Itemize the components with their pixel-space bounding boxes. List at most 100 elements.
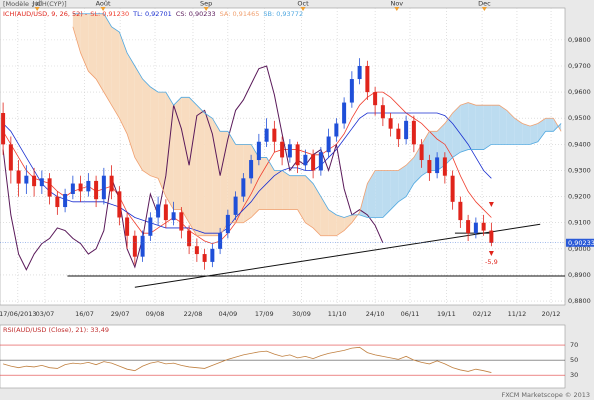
cloud — [212, 118, 221, 236]
cloud — [88, 13, 97, 80]
footer: FXCM Marketscope © 2013 — [501, 391, 590, 399]
candle-body — [16, 170, 21, 184]
candle-body — [32, 175, 37, 187]
candle-body — [427, 160, 432, 174]
cloud — [196, 105, 205, 236]
month-label: Août — [96, 0, 111, 8]
candle-body — [450, 175, 455, 202]
candle-body — [249, 160, 254, 179]
candle-body — [132, 235, 137, 257]
indicator-line — [2, 112, 492, 234]
cloud — [142, 79, 151, 176]
candle-body — [24, 175, 29, 184]
month-label: Juil — [31, 0, 42, 8]
candle-body — [280, 141, 285, 158]
candle-body — [272, 128, 277, 142]
last-price-tag — [566, 238, 594, 247]
x-tick-label: 16/07 — [75, 310, 94, 318]
candle-body — [218, 233, 223, 249]
cloud — [111, 26, 120, 119]
x-tick-label: 20/12 — [542, 310, 561, 318]
month-tick — [34, 7, 40, 11]
candle-body — [342, 102, 347, 124]
cloud — [328, 209, 337, 236]
candle-body — [187, 230, 192, 247]
cloud — [189, 97, 197, 236]
cloud — [119, 32, 128, 134]
cloud — [297, 175, 306, 223]
x-tick-label: 29/07 — [111, 310, 130, 318]
legend-entry: TL: 0,92701 — [132, 10, 172, 18]
candle-body — [334, 123, 339, 137]
x-tick-label: 04/09 — [218, 310, 237, 318]
candle-body — [396, 128, 401, 140]
cloud — [522, 123, 531, 145]
candle-body — [404, 120, 409, 140]
trend-line — [134, 223, 541, 288]
cloud — [390, 170, 399, 210]
candle-body — [63, 193, 68, 208]
plot — [0, 8, 565, 305]
cloud — [165, 92, 174, 210]
x-tick-label: 02/12 — [473, 310, 492, 318]
cloud — [537, 118, 546, 142]
candle-body — [435, 157, 440, 174]
candle-body — [109, 175, 114, 192]
cloud — [204, 113, 213, 236]
rsi-line — [2, 346, 492, 373]
legend-entry: SL: 0,91230 — [90, 10, 129, 18]
candle-body — [233, 196, 238, 215]
legend-entry: SB: 0,93772 — [263, 10, 303, 18]
cloud — [266, 157, 275, 210]
candle-body — [287, 144, 292, 158]
x-tick-label: 19/11 — [437, 310, 456, 318]
y-tick-label: 0,8900 — [568, 271, 591, 279]
candle-body — [466, 220, 471, 234]
cloud — [289, 175, 298, 210]
y-tick-label: 0,8800 — [568, 297, 591, 305]
month-tick — [100, 7, 106, 11]
cloud — [336, 214, 345, 236]
y-tick-label: 0,9400 — [568, 140, 591, 148]
candle-body — [388, 118, 393, 129]
annotation: -5,9 — [485, 258, 498, 266]
candle-body — [380, 105, 385, 119]
month-label: Dec — [478, 0, 491, 8]
cloud — [452, 105, 461, 158]
candle-body — [179, 212, 184, 231]
cloud — [158, 92, 166, 197]
candle-body — [55, 196, 60, 208]
cloud — [367, 170, 376, 218]
month-tick — [394, 7, 400, 11]
cloud — [181, 97, 190, 223]
rsi-title: RSI(AUD/USD (Close), 21): 33,49 — [3, 326, 109, 334]
cloud — [545, 118, 554, 132]
candle-body — [256, 141, 261, 161]
x-tick-label: 22/08 — [184, 310, 203, 318]
x-tick-label: 11/12 — [508, 310, 527, 318]
cloud — [258, 157, 267, 210]
cloud — [475, 105, 484, 150]
month-label: Nov — [390, 0, 403, 8]
candle-body — [117, 191, 122, 218]
candle-body — [47, 178, 52, 197]
candle-body — [326, 136, 331, 153]
x-tick-label: 17/09 — [255, 310, 274, 318]
cloud — [103, 13, 112, 106]
candle-body — [171, 212, 176, 221]
cloud — [344, 214, 352, 231]
rsi-tick-label: 30 — [570, 371, 578, 379]
cloud — [173, 97, 182, 210]
candle-body — [210, 248, 215, 262]
candle-body — [140, 235, 145, 257]
indicator-line — [72, 13, 562, 218]
candle-body — [156, 204, 161, 218]
cloud — [96, 13, 104, 93]
cloud — [468, 102, 476, 150]
y-tick-label: 0,9000 — [568, 245, 591, 253]
x-tick-label: 30/09 — [292, 310, 311, 318]
last-price-label: 0,90233 — [568, 239, 594, 247]
candle-body — [481, 222, 486, 231]
indicator-line — [72, 26, 562, 237]
candle-body — [86, 180, 91, 192]
